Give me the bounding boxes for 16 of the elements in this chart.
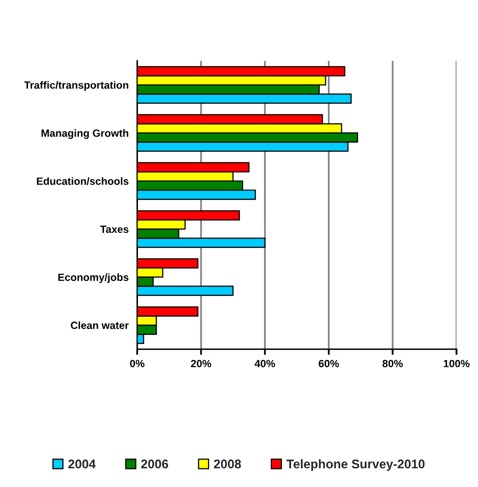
legend-label: 2008 <box>214 460 241 468</box>
y-tick-label: Economy/jobs <box>58 273 128 284</box>
y-tick-label: Taxes <box>100 226 128 233</box>
legend-label: Telephone Survey-2010 <box>286 459 425 471</box>
x-tick-label: 0% <box>130 360 144 368</box>
y-tick-label: Clean water <box>70 321 129 330</box>
y-tick-label: Managing Growth <box>42 129 128 139</box>
x-tick-label: 20% <box>190 360 212 368</box>
legend-label: 2004 <box>68 460 96 468</box>
y-tick-label: Traffic/transportation <box>24 81 128 91</box>
legend-label: 2006 <box>141 460 168 468</box>
x-tick-label: 100% <box>444 360 470 368</box>
x-tick-label: 80% <box>382 360 403 368</box>
x-tick-label: 40% <box>254 360 276 368</box>
y-tick-label: Education/schools <box>36 177 128 185</box>
x-tick-label: 60% <box>318 360 339 368</box>
